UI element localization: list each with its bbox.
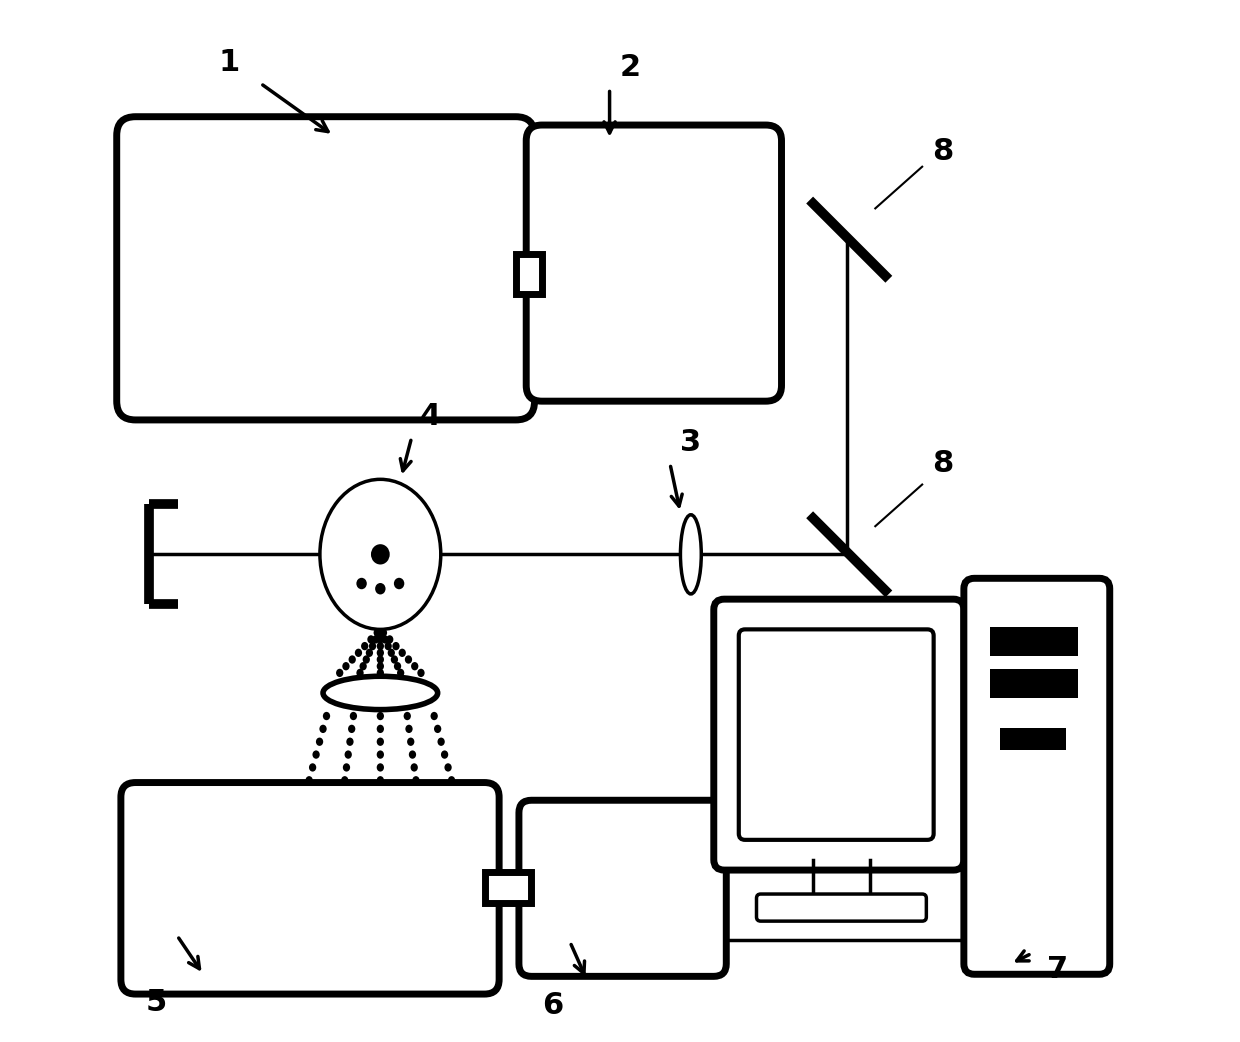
Ellipse shape [341,776,348,785]
Ellipse shape [388,648,394,656]
Ellipse shape [368,642,376,650]
Text: 6: 6 [542,991,563,1020]
Ellipse shape [342,763,350,771]
Ellipse shape [382,636,388,644]
Ellipse shape [438,738,445,746]
Text: 5: 5 [145,988,167,1017]
Bar [1001,728,1066,750]
Text: 1: 1 [218,48,239,77]
Ellipse shape [309,763,316,771]
Ellipse shape [320,725,326,734]
Ellipse shape [348,655,356,664]
Ellipse shape [377,662,384,670]
Ellipse shape [377,738,384,746]
Ellipse shape [378,628,386,637]
Ellipse shape [444,763,451,771]
Ellipse shape [379,628,387,637]
Ellipse shape [322,712,330,720]
Ellipse shape [377,648,384,656]
Ellipse shape [377,655,384,664]
Ellipse shape [418,669,424,677]
Ellipse shape [412,776,419,785]
Bar [485,872,532,903]
Text: 4: 4 [419,402,441,431]
Ellipse shape [397,669,404,677]
Ellipse shape [681,515,702,594]
Ellipse shape [391,655,398,664]
Ellipse shape [392,642,399,650]
Bar [990,627,1079,656]
Ellipse shape [373,628,381,637]
Ellipse shape [409,750,417,759]
Ellipse shape [403,712,410,720]
Ellipse shape [394,662,402,670]
Bar [990,669,1079,698]
FancyBboxPatch shape [739,629,934,840]
Ellipse shape [366,648,373,656]
FancyBboxPatch shape [117,117,534,420]
Ellipse shape [404,655,412,664]
Ellipse shape [377,763,384,771]
Ellipse shape [376,628,382,637]
Ellipse shape [412,662,418,670]
Ellipse shape [430,712,438,720]
Text: 8: 8 [932,137,954,166]
Ellipse shape [361,642,368,650]
FancyBboxPatch shape [963,578,1110,974]
Ellipse shape [377,636,384,644]
Ellipse shape [316,738,324,746]
Ellipse shape [356,669,363,677]
Ellipse shape [407,738,414,746]
FancyBboxPatch shape [526,125,781,401]
Ellipse shape [312,750,320,759]
Ellipse shape [320,479,440,629]
Ellipse shape [434,725,441,734]
Ellipse shape [346,738,353,746]
Ellipse shape [377,776,384,785]
Ellipse shape [372,636,379,644]
FancyBboxPatch shape [120,783,500,994]
Ellipse shape [405,725,413,734]
Ellipse shape [441,750,448,759]
Ellipse shape [336,669,343,677]
Ellipse shape [410,763,418,771]
Ellipse shape [362,655,370,664]
Ellipse shape [386,636,393,644]
Ellipse shape [348,725,356,734]
Ellipse shape [345,750,352,759]
Ellipse shape [356,577,367,590]
Ellipse shape [448,776,455,785]
FancyBboxPatch shape [714,599,963,870]
Ellipse shape [377,750,384,759]
Ellipse shape [377,725,384,734]
Ellipse shape [384,642,392,650]
Ellipse shape [350,712,357,720]
Text: 7: 7 [1047,954,1068,984]
Text: 3: 3 [681,428,702,457]
Ellipse shape [377,628,384,637]
FancyBboxPatch shape [756,894,926,921]
Ellipse shape [377,669,384,677]
Bar [516,254,542,294]
Text: 8: 8 [932,449,954,478]
Text: 2: 2 [620,53,641,82]
Ellipse shape [367,636,374,644]
Ellipse shape [324,676,438,710]
Ellipse shape [342,662,350,670]
Ellipse shape [394,577,404,590]
Ellipse shape [377,642,384,650]
Ellipse shape [355,648,362,656]
Ellipse shape [376,584,386,594]
Ellipse shape [305,776,312,785]
Ellipse shape [377,712,384,720]
FancyBboxPatch shape [518,800,727,976]
Ellipse shape [371,544,389,565]
Ellipse shape [398,648,405,656]
Ellipse shape [360,662,367,670]
